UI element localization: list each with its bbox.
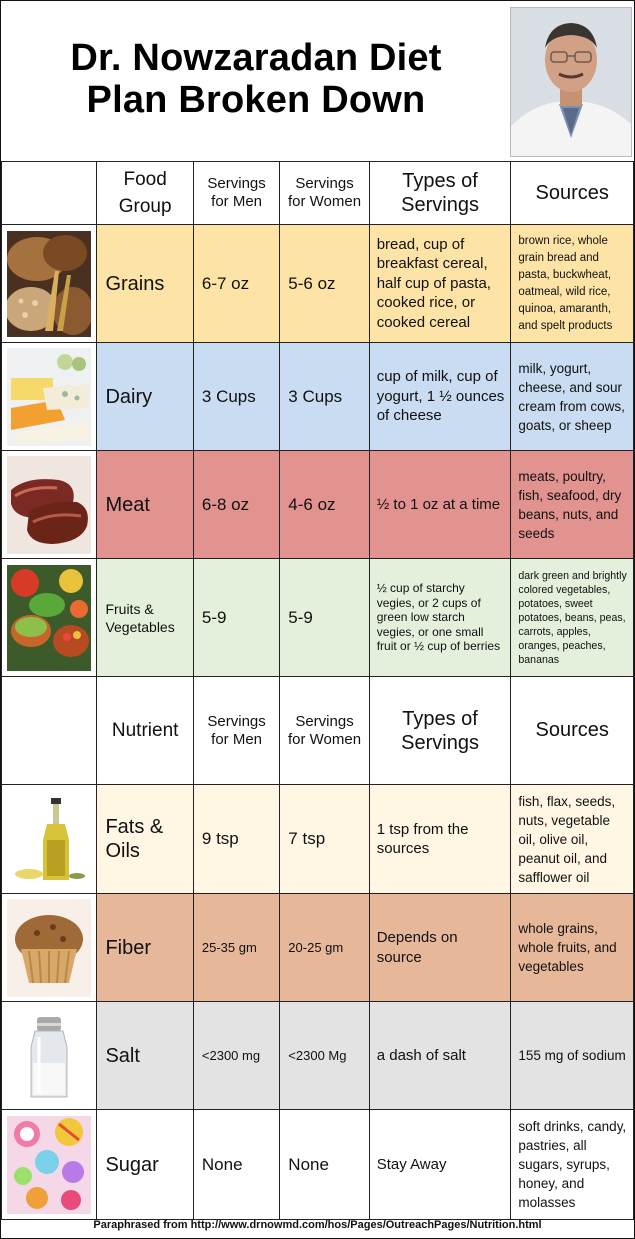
fiber-types: Depends on source bbox=[368, 893, 512, 1002]
fiber-servings-men: 25-35 gm bbox=[192, 893, 281, 1002]
sugar-sources: soft drinks, candy, pastries, all sugars… bbox=[510, 1109, 634, 1220]
dairy-servings-men: 3 Cups bbox=[192, 342, 281, 451]
food-row-dairy: Dairy 3 Cups 3 Cups cup of milk, cup of … bbox=[0, 342, 634, 451]
meat-servings-men: 6-8 oz bbox=[192, 450, 281, 559]
fruits-vegetables-servings-men: 5-9 bbox=[192, 558, 281, 677]
header-nutrient: Nutrient bbox=[96, 676, 194, 785]
salt-sources: 155 mg of sodium bbox=[510, 1001, 634, 1110]
grains-servings-men: 6-7 oz bbox=[192, 224, 281, 343]
sugar-servings-women: None bbox=[279, 1109, 370, 1220]
salt-types: a dash of salt bbox=[368, 1001, 512, 1110]
cheese-image bbox=[0, 342, 98, 451]
header-blank-cell bbox=[0, 161, 98, 225]
grains-bread-image bbox=[0, 224, 98, 343]
header: Dr. Nowzaradan Diet Plan Broken Down bbox=[1, 1, 634, 162]
fiber-sources: whole grains, whole fruits, and vegetabl… bbox=[510, 893, 634, 1002]
header-servings-men-2: Servings for Men bbox=[192, 676, 281, 785]
nutrient-name-fats-oils: Fats & Oils bbox=[96, 784, 194, 894]
vegetables-image bbox=[0, 558, 98, 677]
salt-servings-men: <2300 mg bbox=[192, 1001, 281, 1110]
nutrient-row-fiber: Fiber 25-35 gm 20-25 gm Depends on sourc… bbox=[0, 893, 634, 1002]
fiber-servings-women: 20-25 gm bbox=[279, 893, 370, 1002]
header-food-group: Food Group bbox=[96, 161, 194, 225]
candy-image bbox=[0, 1109, 98, 1220]
header-servings-women-2: Servings for Women bbox=[279, 676, 370, 785]
salt-servings-women: <2300 Mg bbox=[279, 1001, 370, 1110]
nutrient-row-sugar: Sugar None None Stay Away soft drinks, c… bbox=[0, 1109, 634, 1220]
food-row-grains: Grains 6-7 oz 5-6 oz bread, cup of break… bbox=[0, 224, 634, 343]
muffin-image bbox=[0, 893, 98, 1002]
title-line-1: Dr. Nowzaradan Diet bbox=[70, 37, 442, 79]
food-name-grains: Grains bbox=[96, 224, 194, 343]
header-types-of-servings: Types of Servings bbox=[368, 161, 512, 225]
header-sources: Sources bbox=[510, 161, 634, 225]
food-row-fruits-vegetables: Fruits & Vegetables 5-9 5-9 ½ cup of sta… bbox=[0, 558, 634, 677]
nutrient-row-salt: Salt <2300 mg <2300 Mg a dash of salt 15… bbox=[0, 1001, 634, 1110]
food-name-meat: Meat bbox=[96, 450, 194, 559]
header-blank-cell-2 bbox=[0, 676, 98, 785]
title-line-2: Plan Broken Down bbox=[86, 79, 426, 121]
dairy-sources: milk, yogurt, cheese, and sour cream fro… bbox=[510, 342, 634, 451]
nutrient-name-fiber: Fiber bbox=[96, 893, 194, 1002]
sugar-servings-men: None bbox=[192, 1109, 281, 1220]
page-title: Dr. Nowzaradan Diet Plan Broken Down bbox=[1, 37, 511, 121]
nutrient-header-row: Nutrient Servings for Men Servings for W… bbox=[0, 676, 634, 785]
grains-types: bread, cup of breakfast cereal, half cup… bbox=[368, 224, 512, 343]
dairy-servings-women: 3 Cups bbox=[279, 342, 370, 451]
diet-table: Food Group Servings for Men Servings for… bbox=[0, 161, 634, 1220]
header-types-of-servings-2: Types of Servings bbox=[368, 676, 512, 785]
fruits-vegetables-servings-women: 5-9 bbox=[279, 558, 370, 677]
nutrient-name-salt: Salt bbox=[96, 1001, 194, 1110]
grains-sources: brown rice, whole grain bread and pasta,… bbox=[510, 224, 634, 343]
meat-types: ½ to 1 oz at a time bbox=[368, 450, 512, 559]
source-footer: Paraphrased from http://www.drnowmd.com/… bbox=[93, 1219, 542, 1231]
fats-oils-servings-men: 9 tsp bbox=[192, 784, 281, 894]
olive-oil-image bbox=[0, 784, 98, 894]
meat-servings-women: 4-6 oz bbox=[279, 450, 370, 559]
header-servings-women: Servings for Women bbox=[279, 161, 370, 225]
fats-oils-sources: fish, flax, seeds, nuts, vegetable oil, … bbox=[510, 784, 634, 894]
food-name-fruits-vegetables: Fruits & Vegetables bbox=[96, 558, 194, 677]
header-sources-2: Sources bbox=[510, 676, 634, 785]
fats-oils-types: 1 tsp from the sources bbox=[368, 784, 512, 894]
grains-servings-women: 5-6 oz bbox=[279, 224, 370, 343]
fruits-vegetables-sources: dark green and brightly colored vegetabl… bbox=[510, 558, 634, 677]
doctor-portrait-photo bbox=[510, 7, 632, 157]
nutrient-name-sugar: Sugar bbox=[96, 1109, 194, 1220]
steak-image bbox=[0, 450, 98, 559]
food-name-dairy: Dairy bbox=[96, 342, 194, 451]
sugar-types: Stay Away bbox=[368, 1109, 512, 1220]
fruits-vegetables-types: ½ cup of starchy vegies, or 2 cups of gr… bbox=[368, 558, 512, 677]
food-row-meat: Meat 6-8 oz 4-6 oz ½ to 1 oz at a time m… bbox=[0, 450, 634, 559]
fats-oils-servings-women: 7 tsp bbox=[279, 784, 370, 894]
dairy-types: cup of milk, cup of yogurt, 1 ½ ounces o… bbox=[368, 342, 512, 451]
food-header-row: Food Group Servings for Men Servings for… bbox=[0, 161, 634, 225]
header-servings-men: Servings for Men bbox=[192, 161, 281, 225]
nutrient-row-fats-oils: Fats & Oils 9 tsp 7 tsp 1 tsp from the s… bbox=[0, 784, 634, 894]
salt-shaker-image bbox=[0, 1001, 98, 1110]
meat-sources: meats, poultry, fish, seafood, dry beans… bbox=[510, 450, 634, 559]
